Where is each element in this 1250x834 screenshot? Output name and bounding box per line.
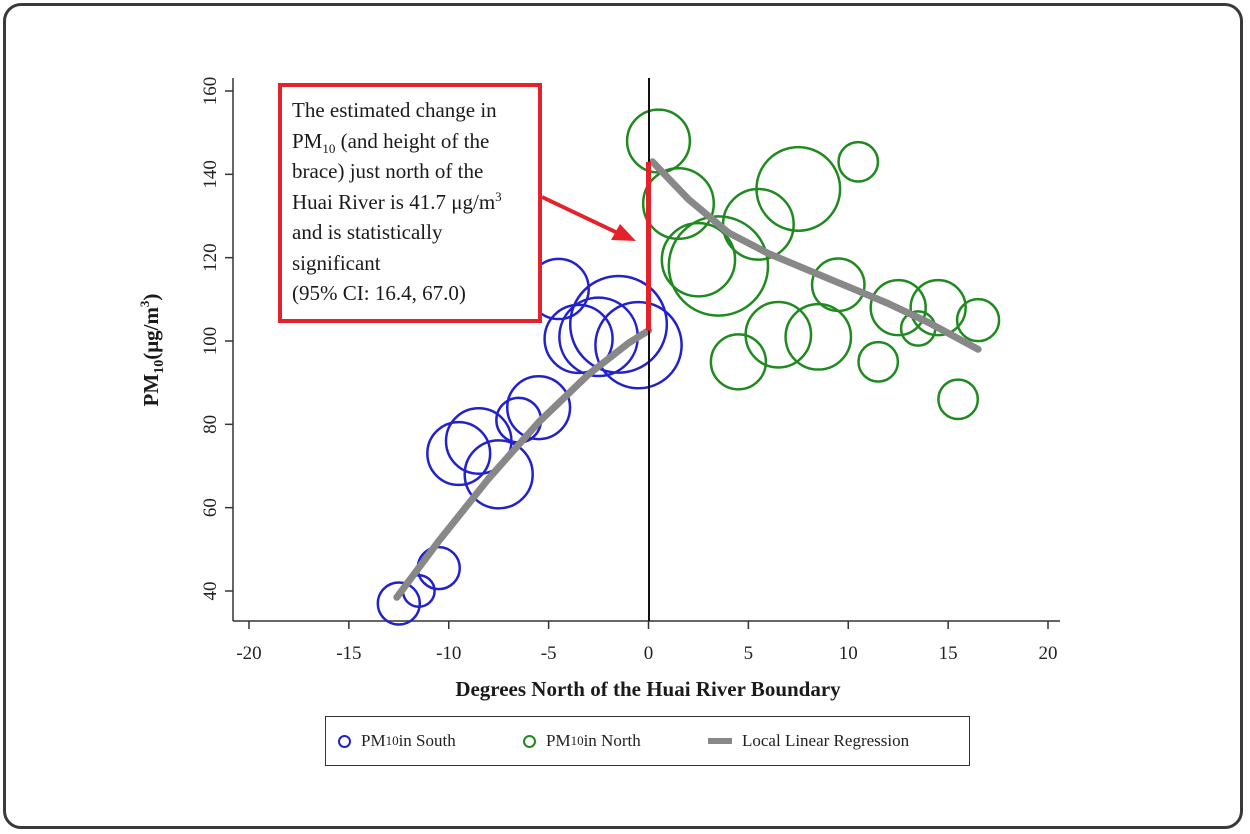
annotation-box: The estimated change in PM10 (and height… [278, 83, 542, 323]
annotation-line: brace) just north of the [292, 159, 484, 183]
x-tick-label: -5 [541, 643, 557, 664]
annotation-line: (95% CI: 16.4, 67.0) [292, 281, 466, 305]
annotation-line: significant [292, 250, 381, 275]
north-bubble [667, 215, 770, 317]
north-bubble [784, 302, 853, 371]
south-bubble [568, 274, 669, 374]
regression-line-icon [708, 738, 732, 744]
x-tick-label: 0 [644, 643, 654, 664]
chart-frame [3, 3, 1243, 829]
x-tick-label: -10 [436, 643, 461, 664]
legend-item-regression: Local Linear Regression [708, 717, 909, 765]
north-bubble [869, 278, 927, 337]
y-tick-label: 80 [200, 415, 221, 434]
y-tick-label: 160 [200, 77, 221, 106]
regression-line-south [393, 327, 652, 601]
north-bubble [837, 140, 880, 183]
north-bubble [955, 297, 1001, 343]
north-bubble [857, 340, 900, 383]
south-bubble [463, 439, 534, 510]
regression-line-north [649, 158, 982, 353]
annotation-arrowhead [611, 224, 636, 241]
x-tick-label: 5 [744, 643, 754, 664]
y-tick-label: 120 [200, 243, 221, 272]
north-bubble [641, 166, 716, 241]
north-bubble [625, 108, 692, 174]
north-bubble [709, 333, 768, 391]
x-tick-label: -15 [336, 643, 361, 664]
chart-legend: PM 10 in South PM 10 in North Local Linear… [325, 716, 970, 766]
axis-ticks: -20 -15 -10 -5 0 5 10 15 20 40 60 80 100 120 140 160 [200, 77, 1058, 664]
north-circle-icon [523, 734, 536, 748]
y-tick-label: 100 [200, 327, 221, 356]
y-axis-label: PM10(μg/m3) [137, 294, 167, 407]
x-axis-label: Degrees North of the Huai River Boundary [455, 677, 841, 701]
annotation-arrow-line [541, 195, 625, 238]
y-tick-label: 40 [200, 582, 221, 601]
south-circle-icon [338, 734, 351, 748]
legend-item-north: PM 10 in North [523, 717, 641, 765]
annotation-line: Huai River is 41.7 μg/m3 [292, 188, 502, 214]
regression-layer [393, 158, 982, 601]
annotation-line: PM10 (and height of the [292, 128, 490, 156]
north-bubble [810, 257, 866, 313]
north-bubble [660, 221, 737, 298]
annotation-line: The estimated change in [292, 98, 497, 122]
y-tick-label: 60 [200, 498, 221, 517]
north-bubble [755, 145, 842, 232]
x-tick-label: -20 [236, 643, 261, 664]
south-bubble [505, 375, 572, 441]
north-bubble [937, 378, 980, 421]
north-bubble [744, 300, 813, 369]
annotation-line: and is statistically [292, 220, 443, 244]
south-bubble [594, 300, 683, 390]
x-tick-label: 15 [939, 643, 958, 664]
south-bubble [376, 581, 422, 626]
south-bubble [416, 545, 462, 591]
south-bubble [543, 303, 614, 375]
x-tick-label: 10 [839, 643, 858, 664]
y-tick-label: 140 [200, 160, 221, 189]
legend-item-south: PM 10 in South [338, 717, 456, 765]
x-tick-label: 20 [1039, 643, 1058, 664]
north-bubble [909, 278, 967, 337]
south-bubble [426, 420, 492, 487]
